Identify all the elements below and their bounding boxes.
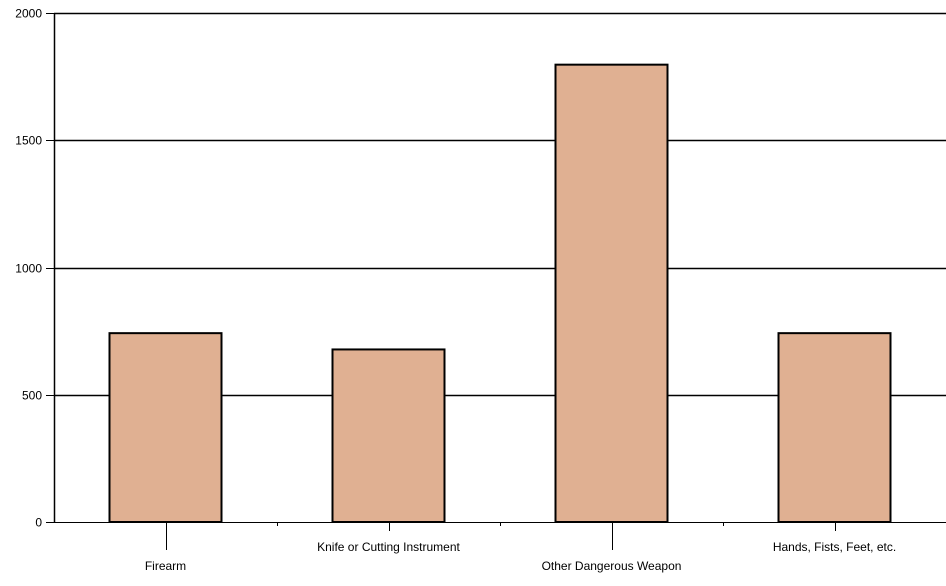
bar-hands-fists-feet-etc xyxy=(777,332,892,524)
x-tick-label-3: Hands, Fists, Feet, etc. xyxy=(773,540,896,554)
y-tick-label-1500: 1500 xyxy=(15,134,42,148)
x-tick-label-2: Other Dangerous Weapon xyxy=(542,559,682,573)
x-tick-label-0: Firearm xyxy=(145,559,186,573)
y-tick-label-2000: 2000 xyxy=(15,7,42,21)
bar-firearm xyxy=(108,332,223,524)
bar-knife-or-cutting-instrument xyxy=(331,348,446,523)
bar-other-dangerous-weapon xyxy=(554,63,669,523)
tick-labels: 0 500 1000 1500 2000 Firearm Knife or Cutting … xyxy=(15,7,896,574)
x-tick-label-1: Knife or Cutting Instrument xyxy=(317,540,460,554)
y-tick-label-500: 500 xyxy=(22,389,42,403)
y-tick-label-1000: 1000 xyxy=(15,262,42,276)
y-tick-label-0: 0 xyxy=(35,516,42,530)
bars xyxy=(108,63,892,524)
axes xyxy=(46,13,946,550)
